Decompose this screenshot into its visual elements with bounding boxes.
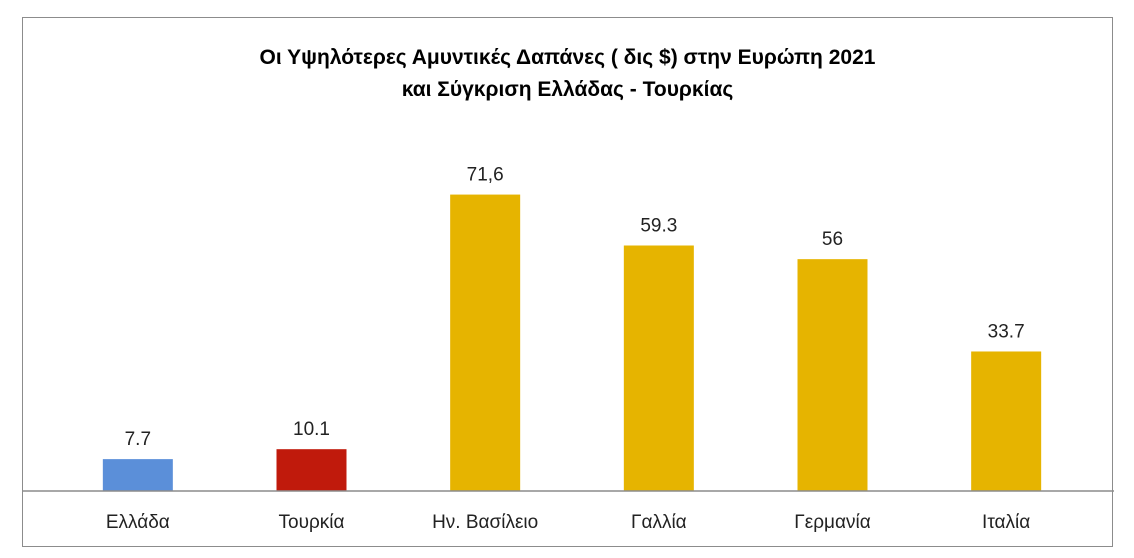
chart-title: Οι Υψηλότερες Αμυντικές Δαπάνες ( δις $)… <box>23 42 1112 106</box>
chart-frame: Οι Υψηλότερες Αμυντικές Δαπάνες ( δις $)… <box>22 17 1114 547</box>
value-label-4: 59.3 <box>640 215 677 236</box>
value-label-1: 7.7 <box>125 429 151 450</box>
category-label-6: Ιταλία <box>982 512 1030 533</box>
category-label-1: Ελλάδα <box>106 512 170 533</box>
value-labels-group: 7.7 10.1 71,6 59.3 56 33.7 <box>125 165 1025 451</box>
chart-title-line: Οι Υψηλότερες Αμυντικές Δαπάνες ( δις $)… <box>259 46 876 69</box>
bar-2 <box>276 449 347 491</box>
value-label-6: 33.7 <box>988 321 1025 342</box>
value-label-3: 71,6 <box>467 165 504 186</box>
bars-group <box>102 194 1042 492</box>
category-label-3: Ην. Βασίλειο <box>432 512 538 533</box>
chart-subtitle-line: και Σύγκριση Ελλάδας - Τουρκίας <box>401 78 734 101</box>
bar-chart-plot: 7.7 10.1 71,6 59.3 56 33.7 Ελλάδα Τουρκία Ην. Β… <box>23 165 1114 533</box>
bar-6 <box>971 351 1042 491</box>
bar-5 <box>797 259 868 491</box>
category-labels-group: Ελλάδα Τουρκία Ην. Βασίλειο Γαλλία Γερμανία Ι… <box>106 512 1030 533</box>
value-label-2: 10.1 <box>293 419 330 440</box>
bar-3 <box>450 194 521 492</box>
category-label-5: Γερμανία <box>794 512 870 533</box>
category-label-2: Τουρκία <box>279 512 345 533</box>
value-label-5: 56 <box>822 229 843 250</box>
bar-4 <box>623 245 694 491</box>
bar-1 <box>102 459 173 491</box>
category-label-4: Γαλλία <box>631 512 687 533</box>
